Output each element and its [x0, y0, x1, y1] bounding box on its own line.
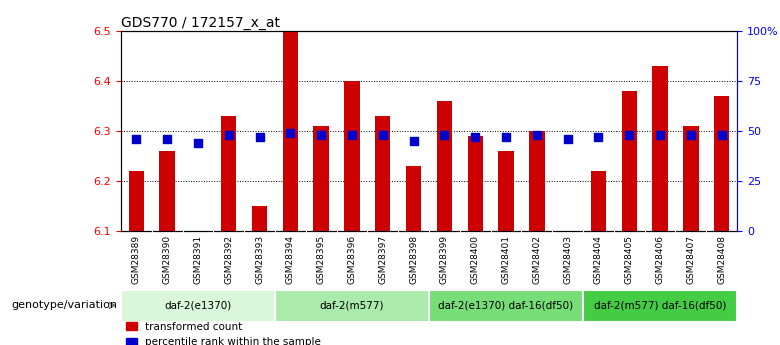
Bar — [590, 171, 606, 231]
Point — [284, 130, 296, 136]
Text: daf-2(e1370) daf-16(df50): daf-2(e1370) daf-16(df50) — [438, 300, 573, 310]
Text: daf-2(m577) daf-16(df50): daf-2(m577) daf-16(df50) — [594, 300, 726, 310]
Text: GSM28392: GSM28392 — [224, 235, 233, 284]
Bar — [406, 166, 421, 231]
Text: GSM28394: GSM28394 — [285, 235, 295, 284]
Bar — [498, 151, 514, 231]
Point — [438, 132, 451, 138]
FancyBboxPatch shape — [121, 290, 275, 323]
Text: GSM28395: GSM28395 — [317, 235, 326, 284]
Point — [715, 132, 728, 138]
FancyBboxPatch shape — [275, 290, 429, 323]
Point — [654, 132, 666, 138]
Bar — [437, 101, 452, 231]
Bar — [652, 66, 668, 231]
Bar — [344, 81, 360, 231]
Text: genotype/variation: genotype/variation — [11, 300, 117, 310]
Text: daf-2(e1370): daf-2(e1370) — [165, 300, 232, 310]
Bar — [221, 116, 236, 231]
Bar — [314, 126, 329, 231]
Point — [530, 132, 543, 138]
Point — [161, 136, 173, 142]
Point — [346, 132, 358, 138]
Point — [685, 132, 697, 138]
Text: GDS770 / 172157_x_at: GDS770 / 172157_x_at — [121, 16, 280, 30]
Point — [623, 132, 636, 138]
Point — [407, 138, 420, 144]
FancyBboxPatch shape — [583, 290, 737, 323]
Point — [192, 140, 204, 146]
Text: GSM28390: GSM28390 — [162, 235, 172, 284]
Text: GSM28403: GSM28403 — [563, 235, 573, 284]
Text: GSM28401: GSM28401 — [502, 235, 511, 284]
Legend: transformed count, percentile rank within the sample: transformed count, percentile rank withi… — [126, 322, 321, 345]
Text: GSM28398: GSM28398 — [409, 235, 418, 284]
Point — [315, 132, 328, 138]
Point — [222, 132, 235, 138]
Text: GSM28391: GSM28391 — [193, 235, 203, 284]
Point — [500, 134, 512, 140]
Text: GSM28407: GSM28407 — [686, 235, 696, 284]
Point — [377, 132, 389, 138]
Text: GSM28404: GSM28404 — [594, 235, 603, 284]
Bar — [683, 126, 699, 231]
Text: GSM28406: GSM28406 — [655, 235, 665, 284]
Text: GSM28399: GSM28399 — [440, 235, 449, 284]
Point — [469, 134, 481, 140]
Text: GSM28400: GSM28400 — [470, 235, 480, 284]
Bar — [714, 96, 729, 231]
Point — [562, 136, 574, 142]
Text: GSM28396: GSM28396 — [347, 235, 356, 284]
Point — [254, 134, 266, 140]
Point — [130, 136, 143, 142]
Bar — [252, 206, 268, 231]
Text: GSM28389: GSM28389 — [132, 235, 141, 284]
FancyBboxPatch shape — [429, 290, 583, 323]
Text: GSM28405: GSM28405 — [625, 235, 634, 284]
Bar — [622, 91, 637, 231]
Text: daf-2(m577): daf-2(m577) — [320, 300, 385, 310]
Text: GSM28408: GSM28408 — [717, 235, 726, 284]
Point — [592, 134, 604, 140]
Bar — [159, 151, 175, 231]
Bar — [129, 171, 144, 231]
Bar — [467, 136, 483, 231]
Text: GSM28397: GSM28397 — [378, 235, 388, 284]
Text: GSM28402: GSM28402 — [532, 235, 541, 284]
Bar — [375, 116, 391, 231]
Text: GSM28393: GSM28393 — [255, 235, 264, 284]
Bar — [529, 131, 544, 231]
Bar — [282, 31, 298, 231]
